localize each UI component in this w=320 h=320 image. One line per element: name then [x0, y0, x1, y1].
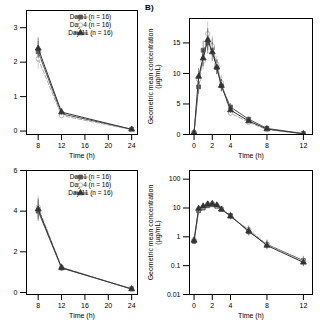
- svg-text:Day 11 (n = 16): Day 11 (n = 16): [68, 29, 113, 37]
- svg-text:Time (h): Time (h): [238, 152, 264, 160]
- svg-text:24: 24: [128, 142, 136, 149]
- svg-text:2: 2: [14, 58, 18, 65]
- svg-text:Time (h): Time (h): [69, 312, 95, 320]
- svg-text:0.01: 0.01: [167, 291, 181, 298]
- svg-text:3: 3: [14, 24, 18, 31]
- svg-text:100: 100: [169, 175, 181, 182]
- svg-text:16: 16: [81, 302, 89, 309]
- svg-text:2: 2: [210, 142, 214, 149]
- svg-text:16: 16: [81, 142, 89, 149]
- svg-text:Geometric mean concentration(μ: Geometric mean concentration(μg/mL): [147, 29, 162, 125]
- svg-text:Day 1 (n = 16): Day 1 (n = 16): [70, 13, 111, 21]
- svg-text:5: 5: [177, 100, 181, 107]
- svg-text:6: 6: [14, 167, 18, 174]
- svg-text:0: 0: [14, 127, 18, 134]
- svg-text:0: 0: [14, 289, 18, 296]
- svg-text:Day 1 (n = 16): Day 1 (n = 16): [70, 173, 111, 181]
- svg-text:12: 12: [58, 142, 66, 149]
- svg-text:Day 11 (n = 16): Day 11 (n = 16): [68, 189, 113, 197]
- svg-text:(B): (B): [145, 3, 154, 12]
- svg-text:0: 0: [177, 131, 181, 138]
- svg-text:4: 4: [229, 302, 233, 309]
- svg-text:1: 1: [177, 233, 181, 240]
- svg-text:15: 15: [173, 39, 181, 46]
- svg-text:12: 12: [299, 302, 307, 309]
- svg-text:24: 24: [128, 302, 136, 309]
- svg-text:4: 4: [14, 207, 18, 214]
- svg-text:0.1: 0.1: [171, 262, 181, 269]
- svg-text:Time (h): Time (h): [69, 152, 95, 160]
- svg-text:10: 10: [173, 204, 181, 211]
- svg-text:Day 4 (n = 16): Day 4 (n = 16): [70, 181, 111, 189]
- svg-text:2: 2: [210, 302, 214, 309]
- svg-text:Geometric mean concentration(μ: Geometric mean concentration(μg/mL): [147, 185, 162, 281]
- svg-text:2: 2: [14, 248, 18, 255]
- svg-text:12: 12: [299, 142, 307, 149]
- svg-text:0: 0: [192, 142, 196, 149]
- svg-text:4: 4: [229, 142, 233, 149]
- svg-text:8: 8: [36, 302, 40, 309]
- svg-text:10: 10: [173, 70, 181, 77]
- svg-text:20: 20: [104, 142, 112, 149]
- svg-text:0: 0: [192, 302, 196, 309]
- svg-text:8: 8: [36, 142, 40, 149]
- svg-text:Day 4 (n = 16): Day 4 (n = 16): [70, 21, 111, 29]
- svg-text:20: 20: [104, 302, 112, 309]
- svg-text:Time (h): Time (h): [238, 312, 264, 320]
- svg-text:8: 8: [265, 302, 269, 309]
- svg-text:1: 1: [14, 93, 18, 100]
- svg-text:12: 12: [58, 302, 66, 309]
- svg-text:8: 8: [265, 142, 269, 149]
